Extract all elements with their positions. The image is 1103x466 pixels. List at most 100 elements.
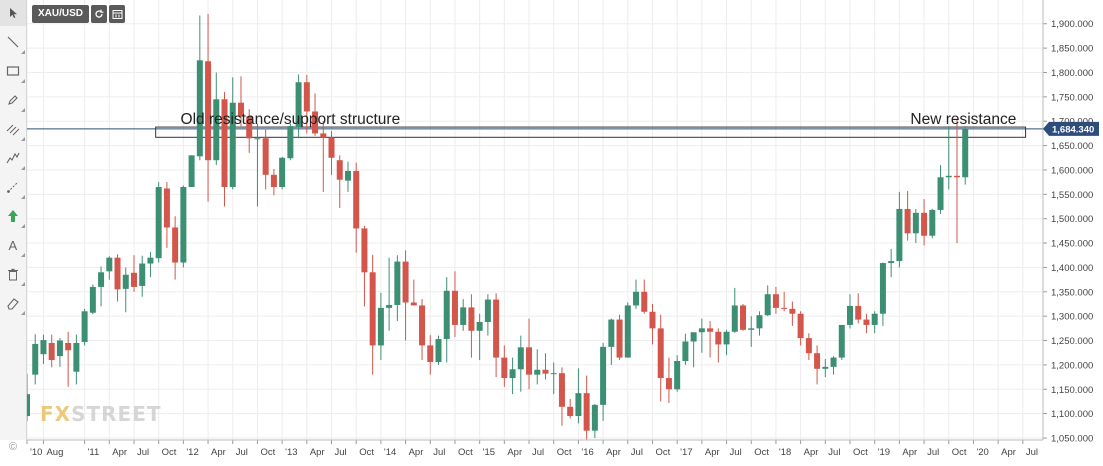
x-tick-label: Jul <box>137 447 149 458</box>
candle-down <box>789 308 796 314</box>
x-tick-label: Jul <box>236 447 248 458</box>
svg-text:A: A <box>9 238 18 252</box>
candle-down <box>805 338 812 354</box>
x-tick-label: Jul <box>1026 447 1038 458</box>
y-tick-label: 1,800.000 <box>1051 68 1093 79</box>
candle-up <box>871 313 878 325</box>
candle-down <box>172 227 179 263</box>
x-tick-label: Jul <box>927 447 939 458</box>
candle-up <box>443 290 450 340</box>
candle-down <box>419 305 426 346</box>
x-tick-label: '10 <box>30 447 42 458</box>
candle-down <box>649 311 656 329</box>
cursor-icon[interactable] <box>0 0 26 26</box>
candle-down <box>237 102 244 117</box>
candle-down <box>641 291 648 312</box>
submenu-corner <box>21 108 25 112</box>
ray-icon[interactable] <box>0 174 26 200</box>
rectangle-icon[interactable] <box>0 58 26 84</box>
candle-down <box>665 378 672 390</box>
candle-down <box>427 345 434 362</box>
x-tick-label: Oct <box>557 447 572 458</box>
grid-lines <box>0 0 1043 440</box>
y-tick-label: 1,350.000 <box>1051 287 1093 298</box>
candle-up <box>24 394 30 417</box>
candle-up <box>509 369 516 379</box>
candle-up <box>929 209 936 236</box>
x-tick-label: Apr <box>902 447 917 458</box>
x-tick-label: Apr <box>804 447 819 458</box>
last-price-tag: 1,684.340 <box>1043 121 1099 136</box>
y-tick-label: 1,200.000 <box>1051 360 1093 371</box>
x-tick-label: Oct <box>162 447 177 458</box>
x-tick-label: Oct <box>952 447 967 458</box>
trash-icon[interactable] <box>0 261 26 287</box>
candle-up <box>962 129 969 178</box>
symbol-label[interactable]: XAU/USD <box>32 5 90 23</box>
arrow-up-icon[interactable] <box>0 203 26 229</box>
candle-up <box>56 340 63 357</box>
fxstreet-watermark: FXSTREET <box>40 402 162 426</box>
candle-down <box>855 305 862 320</box>
candle-down <box>130 272 137 287</box>
resistance-zone-box <box>155 126 1027 138</box>
parallel-channel-icon[interactable] <box>0 116 26 142</box>
line-icon[interactable] <box>0 29 26 55</box>
candle-down <box>707 328 714 332</box>
candle-up <box>723 331 730 345</box>
candle-up <box>756 315 763 329</box>
candle-up <box>591 404 598 431</box>
time-axis[interactable]: '10 Aug '11 Apr Jul Oct '12 Apr Jul Oct '13 Apr Jul O… <box>26 439 1043 458</box>
refresh-icon[interactable] <box>91 5 108 23</box>
candle-down <box>740 305 747 330</box>
pitchfork-icon[interactable] <box>0 145 26 171</box>
candle-down <box>65 342 72 351</box>
candle-down <box>163 188 170 228</box>
candle-down <box>542 369 549 374</box>
candle-up <box>748 328 755 330</box>
y-tick-label: 1,500.000 <box>1051 214 1093 225</box>
candle-down <box>558 373 565 407</box>
candle-up <box>196 60 203 157</box>
candle-up <box>394 261 401 305</box>
candle-down <box>493 299 500 358</box>
text-icon[interactable]: A <box>0 232 26 258</box>
submenu-corner <box>21 311 25 315</box>
candle-up <box>600 346 607 405</box>
y-tick-label: 1,850.000 <box>1051 44 1093 55</box>
candle-down <box>361 228 368 273</box>
candle-down <box>904 208 911 234</box>
candle-down <box>567 406 574 417</box>
candle-up <box>484 299 491 323</box>
candle-up <box>106 257 113 272</box>
candle-down <box>410 302 417 306</box>
x-tick-label: '20 <box>976 447 988 458</box>
y-tick-label: 1,250.000 <box>1051 336 1093 347</box>
submenu-corner <box>21 166 25 170</box>
candle-up <box>287 126 294 159</box>
annotation-label: New resistance <box>910 111 1016 128</box>
candle-down <box>221 99 228 188</box>
candle-up <box>575 393 582 417</box>
candle-down <box>583 393 590 431</box>
submenu-corner <box>21 195 25 199</box>
x-tick-label: Jul <box>335 447 347 458</box>
candle-up <box>139 263 146 286</box>
y-tick-label: 1,650.000 <box>1051 141 1093 152</box>
pencil-icon[interactable] <box>0 87 26 113</box>
candle-up <box>254 138 261 140</box>
candle-up <box>386 304 393 308</box>
eraser-icon[interactable] <box>0 290 26 316</box>
calendar-range-icon[interactable] <box>109 5 126 23</box>
candles <box>24 14 969 441</box>
candle-up <box>731 305 738 332</box>
candle-down <box>451 290 458 325</box>
x-tick-label: Oct <box>853 447 868 458</box>
candle-down <box>114 257 121 290</box>
candle-up <box>624 305 631 358</box>
price-axis[interactable]: 1,050.000 1,100.000 1,150.000 1,200.000 1,25… <box>1042 0 1093 445</box>
x-tick-label: Jul <box>730 447 742 458</box>
candle-down <box>715 331 722 345</box>
x-tick-label: Apr <box>211 447 226 458</box>
